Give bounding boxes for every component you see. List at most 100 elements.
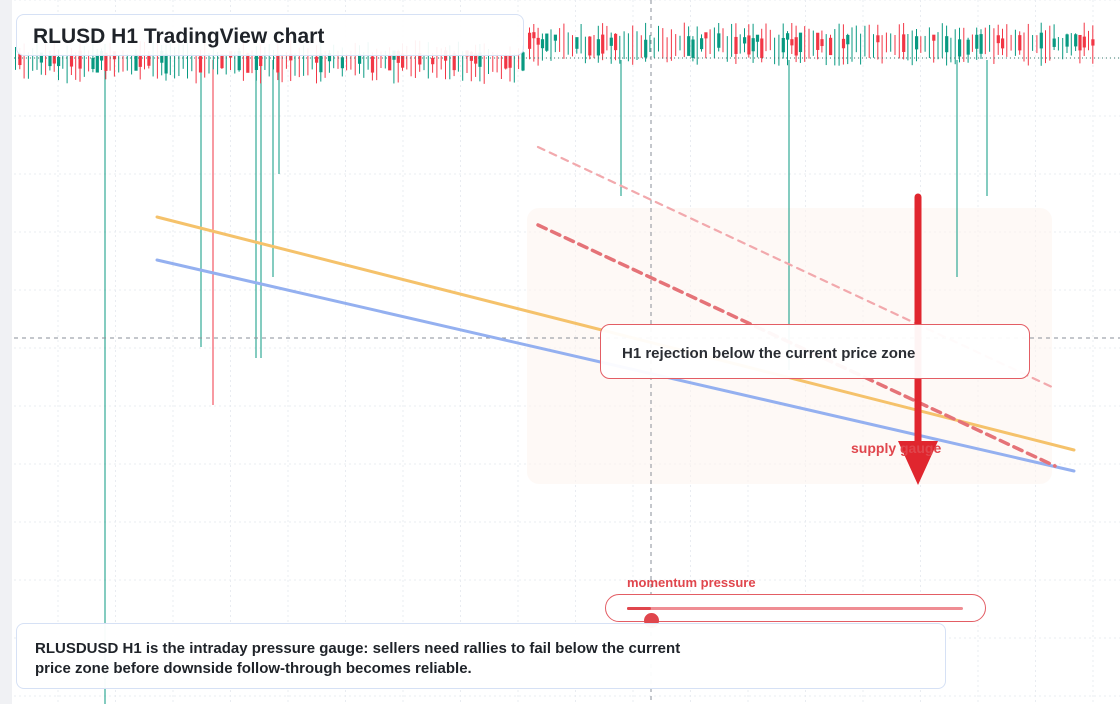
candle-body: [259, 55, 263, 67]
candle-body: [747, 35, 751, 55]
candle-body: [1078, 34, 1082, 51]
candle-body: [700, 38, 704, 50]
candle-body: [78, 50, 82, 69]
candle-body: [327, 53, 332, 62]
candle-body: [902, 34, 906, 52]
candle-body: [1018, 35, 1022, 51]
candle-body: [1074, 34, 1078, 47]
candle-body: [164, 53, 168, 74]
candle-body: [370, 56, 375, 73]
chart-title-panel: RLUSD H1 TradingView chart: [16, 14, 524, 56]
candle-body: [1091, 39, 1095, 46]
candle-body: [39, 52, 43, 63]
candle-body: [614, 33, 618, 51]
supply-gauge-label: supply gauge: [851, 440, 942, 456]
candle-body: [687, 36, 691, 56]
candle-body: [691, 39, 695, 58]
candle-body: [966, 39, 970, 55]
candle-body: [601, 34, 605, 54]
candle-body: [469, 51, 473, 61]
candle-body: [932, 34, 936, 41]
candle-body: [478, 52, 482, 67]
candle-body: [18, 53, 22, 66]
candle-body: [91, 57, 95, 69]
candle-body: [401, 53, 405, 68]
candle-body: [790, 39, 794, 46]
candle-body: [160, 50, 164, 63]
candle-body: [340, 57, 344, 69]
candle-body: [755, 34, 760, 42]
candle-body: [734, 36, 738, 54]
candle-body: [246, 53, 250, 73]
candle-body: [52, 54, 56, 64]
candle-body: [704, 32, 708, 39]
candle-body: [829, 37, 833, 56]
candle-body: [198, 56, 203, 73]
candle-body: [743, 37, 747, 44]
gauge-track: [627, 607, 963, 628]
candle-body: [545, 33, 549, 51]
momentum-gauge[interactable]: [605, 594, 986, 628]
candle-body: [474, 53, 478, 64]
left-toolbar-strip: [0, 0, 12, 704]
candle-body: [786, 33, 790, 40]
candle-body: [418, 52, 422, 65]
candle-body: [532, 32, 536, 39]
candle-body: [396, 51, 400, 63]
candle-body: [508, 54, 512, 68]
candle-body: [431, 57, 435, 65]
candle-body: [751, 38, 755, 52]
candle-body: [1082, 36, 1086, 48]
candle-body: [841, 38, 846, 49]
candle-body: [147, 54, 151, 66]
candle-body: [69, 54, 74, 67]
candle-body: [237, 50, 241, 71]
candle-body: [452, 53, 456, 71]
candle-body: [760, 38, 764, 58]
rejection-callout: H1 rejection below the current price zon…: [600, 324, 1030, 379]
candle-body: [276, 54, 280, 73]
candle-body: [57, 56, 61, 67]
candle-body: [1065, 34, 1069, 47]
candle-body: [95, 54, 99, 73]
candle-body: [596, 39, 600, 56]
wick-spikes: [104, 44, 988, 704]
candles: [15, 22, 1095, 84]
candle-body: [528, 32, 532, 49]
candle-body: [958, 39, 962, 57]
analysis-note: RLUSDUSD H1 is the intraday pressure gau…: [35, 640, 681, 677]
candle-body: [1052, 38, 1056, 47]
candle-body: [134, 54, 138, 71]
candle-body: [1001, 38, 1005, 49]
candle-body: [220, 54, 224, 69]
down-arrow: [898, 193, 938, 485]
candle-body: [996, 35, 1000, 44]
candle-body: [794, 37, 798, 56]
candle-body: [644, 39, 648, 58]
candle-body: [319, 53, 323, 73]
candle-body: [1039, 32, 1043, 49]
candle-body: [504, 55, 508, 69]
momentum-label: momentum pressure: [627, 575, 756, 590]
candle-body: [979, 34, 983, 54]
candle-body: [553, 34, 557, 41]
callout-text: H1 rejection below the current price zon…: [622, 345, 916, 362]
candle-body: [104, 52, 108, 71]
candle-body: [798, 32, 803, 53]
candle-body: [536, 37, 540, 45]
gauge-fill: [627, 607, 651, 610]
candle-body: [609, 37, 613, 46]
candle-body: [315, 56, 319, 63]
candle-body: [876, 35, 880, 43]
candle-body: [388, 54, 392, 71]
candle-body: [846, 34, 850, 45]
candle-body: [540, 39, 545, 49]
candle-body: [575, 37, 579, 49]
candle-body: [781, 37, 785, 53]
chart-title: RLUSD H1 TradingView chart: [33, 25, 325, 48]
candle-body: [289, 53, 293, 61]
candle-body: [48, 55, 52, 67]
candle-body: [521, 52, 525, 71]
candle-body: [588, 36, 592, 56]
